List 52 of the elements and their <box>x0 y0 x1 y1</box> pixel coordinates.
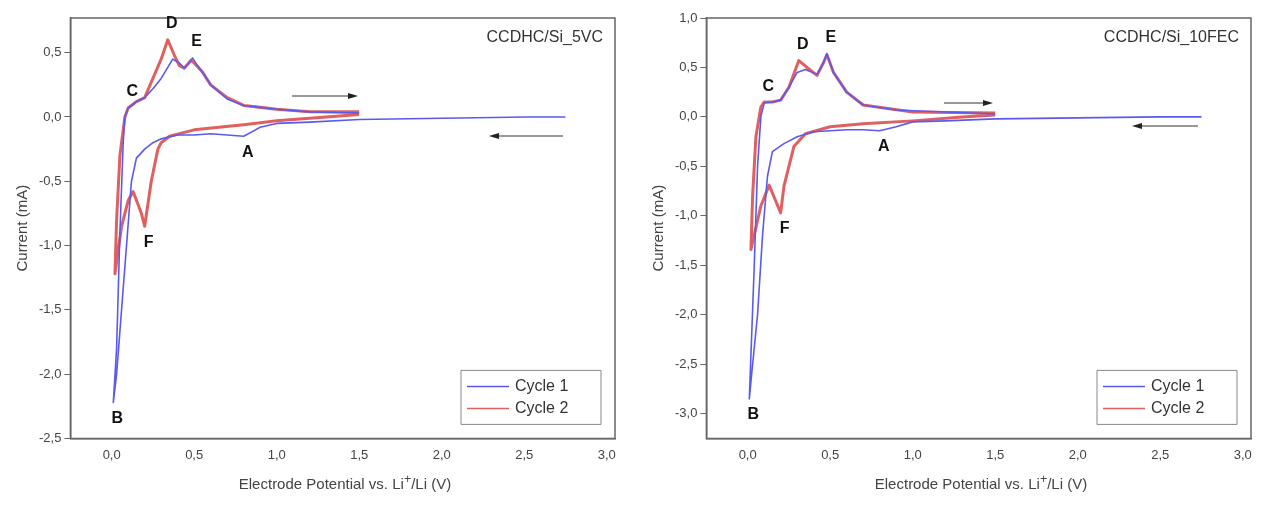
x-tick-label: 2,5 <box>1151 446 1170 462</box>
x-tick-label: 1,5 <box>350 446 369 462</box>
y-tick-label: 1,0 <box>679 9 698 25</box>
legend-label: Cycle 2 <box>515 398 569 416</box>
y-tick-label: -1,0 <box>674 207 698 223</box>
y-tick-label: -1,5 <box>38 301 62 317</box>
x-axis-title: Electrode Potential vs. Li$^{+}$/Li (V) <box>237 472 453 492</box>
x-tick-label: 3,0 <box>1233 446 1252 462</box>
y-tick-label: -3,0 <box>674 405 698 421</box>
y-tick-label: -1,5 <box>674 256 698 272</box>
y-tick-label: -2,0 <box>38 365 62 381</box>
legend-label: Cycle 1 <box>1151 376 1205 394</box>
y-axis-title: Current (mA) <box>649 184 667 272</box>
annotation: B <box>111 408 124 426</box>
x-tick-label: 0,0 <box>738 446 757 462</box>
x-tick-label: 1,5 <box>986 446 1005 462</box>
y-tick-label: -2,5 <box>38 429 62 445</box>
y-axis-title: Current (mA) <box>13 184 31 272</box>
annotation: A <box>241 142 254 160</box>
x-tick-label: 1,0 <box>267 446 286 462</box>
y-tick-label: -0,5 <box>674 157 698 173</box>
annotation: D <box>797 34 809 52</box>
y-tick-label: -2,5 <box>674 355 698 371</box>
annotation: F <box>143 232 154 250</box>
annotation: CCDHC/Si_10FEC <box>1103 28 1239 47</box>
x-tick-label: 2,0 <box>1068 446 1087 462</box>
annotation: E <box>191 32 203 50</box>
y-tick-label: 0,0 <box>43 108 62 124</box>
legend-label: Cycle 2 <box>1151 398 1205 416</box>
x-tick-label: 1,0 <box>903 446 922 462</box>
x-tick-label: 2,5 <box>515 446 534 462</box>
annotation: A <box>877 137 890 155</box>
y-tick-label: -0,5 <box>38 172 62 188</box>
annotation: F <box>779 219 790 237</box>
y-tick-label: 0,5 <box>679 59 698 75</box>
y-tick-label: 0,5 <box>43 44 62 60</box>
x-tick-label: 3,0 <box>597 446 616 462</box>
y-tick-label: 0,0 <box>679 108 698 124</box>
x-tick-label: 0,5 <box>185 446 204 462</box>
annotation: D <box>165 14 178 32</box>
legend-label: Cycle 1 <box>515 376 569 394</box>
x-tick-label: 2,0 <box>432 446 451 462</box>
y-tick-label: -2,0 <box>674 306 698 322</box>
annotation: C <box>126 82 139 100</box>
x-tick-label: 0,0 <box>102 446 121 462</box>
annotation: CCDHC/Si_5VC <box>486 28 603 47</box>
x-tick-label: 0,5 <box>821 446 840 462</box>
annotation: C <box>762 77 775 95</box>
annotation: E <box>825 28 837 46</box>
annotation: B <box>747 405 760 423</box>
x-axis-title: Electrode Potential vs. Li$^{+}$/Li (V) <box>873 472 1089 492</box>
y-tick-label: -1,0 <box>38 237 62 253</box>
